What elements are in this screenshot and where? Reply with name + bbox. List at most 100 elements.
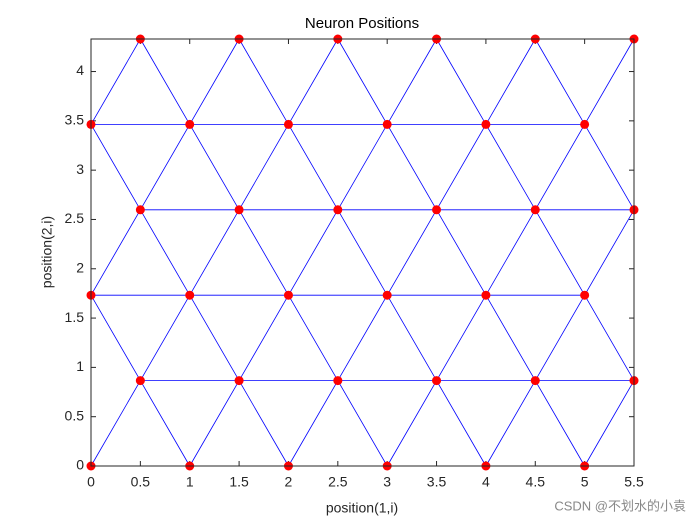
neuron [283, 290, 293, 300]
neuron [580, 119, 590, 129]
x-tick-label: 1.5 [229, 474, 249, 490]
neuron-link [386, 209, 437, 296]
neuron-link [436, 294, 487, 381]
neuron-link [436, 380, 487, 467]
neuron-link [90, 294, 141, 381]
neuron [333, 205, 343, 215]
neuron-link [584, 38, 635, 125]
neuron-link [584, 124, 635, 211]
neuron-link [140, 124, 191, 211]
neuron-link [189, 209, 240, 296]
neuron [580, 290, 590, 300]
neuron [333, 376, 343, 386]
x-tick-label: 0.5 [131, 474, 151, 490]
y-tick-label: 3 [76, 161, 84, 177]
neuron-link [485, 38, 536, 125]
x-tick-label: 0 [87, 474, 95, 490]
neuron-link [534, 380, 585, 467]
x-axis-label: position(1,i) [326, 500, 398, 516]
neuron-link [584, 380, 635, 467]
y-tick-label: 2.5 [65, 210, 85, 226]
neuron [432, 376, 442, 386]
neuron [481, 119, 491, 129]
neuron-link [238, 209, 289, 296]
neuron-link [485, 209, 536, 296]
y-tick-label: 3.5 [65, 112, 85, 128]
neuron-link [337, 294, 388, 381]
y-tick-label: 0.5 [65, 407, 85, 423]
neuron-link [90, 124, 141, 211]
neuron-link [189, 124, 240, 211]
neuron-link [189, 38, 240, 125]
y-tick-label: 1 [76, 358, 84, 374]
neuron-link [238, 124, 289, 211]
y-tick-label: 1.5 [65, 309, 85, 325]
neuron-link [189, 380, 240, 467]
neuron-link [534, 209, 585, 296]
neuron-link [386, 380, 437, 467]
neuron-link [436, 124, 487, 211]
neuron-link [485, 294, 536, 381]
x-tick-label: 3.5 [427, 474, 447, 490]
neuron-link [337, 38, 388, 125]
neuron-link [90, 38, 141, 125]
x-tick-label: 3 [383, 474, 391, 490]
x-tick-label: 5.5 [624, 474, 644, 490]
neuron-link [140, 380, 191, 467]
neuron-link [386, 294, 437, 381]
neuron [185, 119, 195, 129]
neuron-link [386, 124, 437, 211]
y-tick-label: 2 [76, 259, 84, 275]
neuron [234, 376, 244, 386]
neuron-link [238, 380, 289, 467]
neuron-link [534, 124, 585, 211]
x-tick-label: 1 [186, 474, 194, 490]
neuron-link [288, 209, 339, 296]
neuron-link [288, 380, 339, 467]
neuron [481, 290, 491, 300]
neuron-link [534, 294, 585, 381]
neuron-link [485, 124, 536, 211]
neuron-link [140, 294, 191, 381]
y-tick-label: 4 [76, 62, 84, 78]
neuron [185, 290, 195, 300]
neuron [382, 290, 392, 300]
neuron-link [238, 38, 289, 125]
neuron-link [436, 38, 487, 125]
neuron-link [485, 380, 536, 467]
x-tick-label: 2 [285, 474, 293, 490]
neuron-link [386, 38, 437, 125]
axes-box [90, 38, 635, 467]
neuron-link [90, 209, 141, 296]
neuron-link [337, 124, 388, 211]
neuron [530, 205, 540, 215]
neuron-link [534, 38, 585, 125]
neuron-link [584, 294, 635, 381]
neuron [135, 205, 145, 215]
neuron-link [337, 380, 388, 467]
neuron-link [436, 209, 487, 296]
chart-title: Neuron Positions [305, 15, 419, 32]
neuron [530, 376, 540, 386]
x-tick-label: 4 [482, 474, 490, 490]
neuron-link [288, 38, 339, 125]
neuron-link [288, 294, 339, 381]
neuron [135, 376, 145, 386]
neuron-link [584, 209, 635, 296]
neuron [234, 205, 244, 215]
neuron-link [140, 209, 191, 296]
neuron-link [140, 38, 191, 125]
neuron [382, 119, 392, 129]
y-tick-label: 0 [76, 457, 84, 473]
neuron-link [238, 294, 289, 381]
watermark: CSDN @不划水的小袁 [554, 498, 686, 513]
neuron-link [189, 294, 240, 381]
x-tick-label: 4.5 [526, 474, 546, 490]
neuron-link [90, 380, 141, 467]
neuron [283, 119, 293, 129]
neuron-link [288, 124, 339, 211]
x-tick-label: 2.5 [328, 474, 348, 490]
